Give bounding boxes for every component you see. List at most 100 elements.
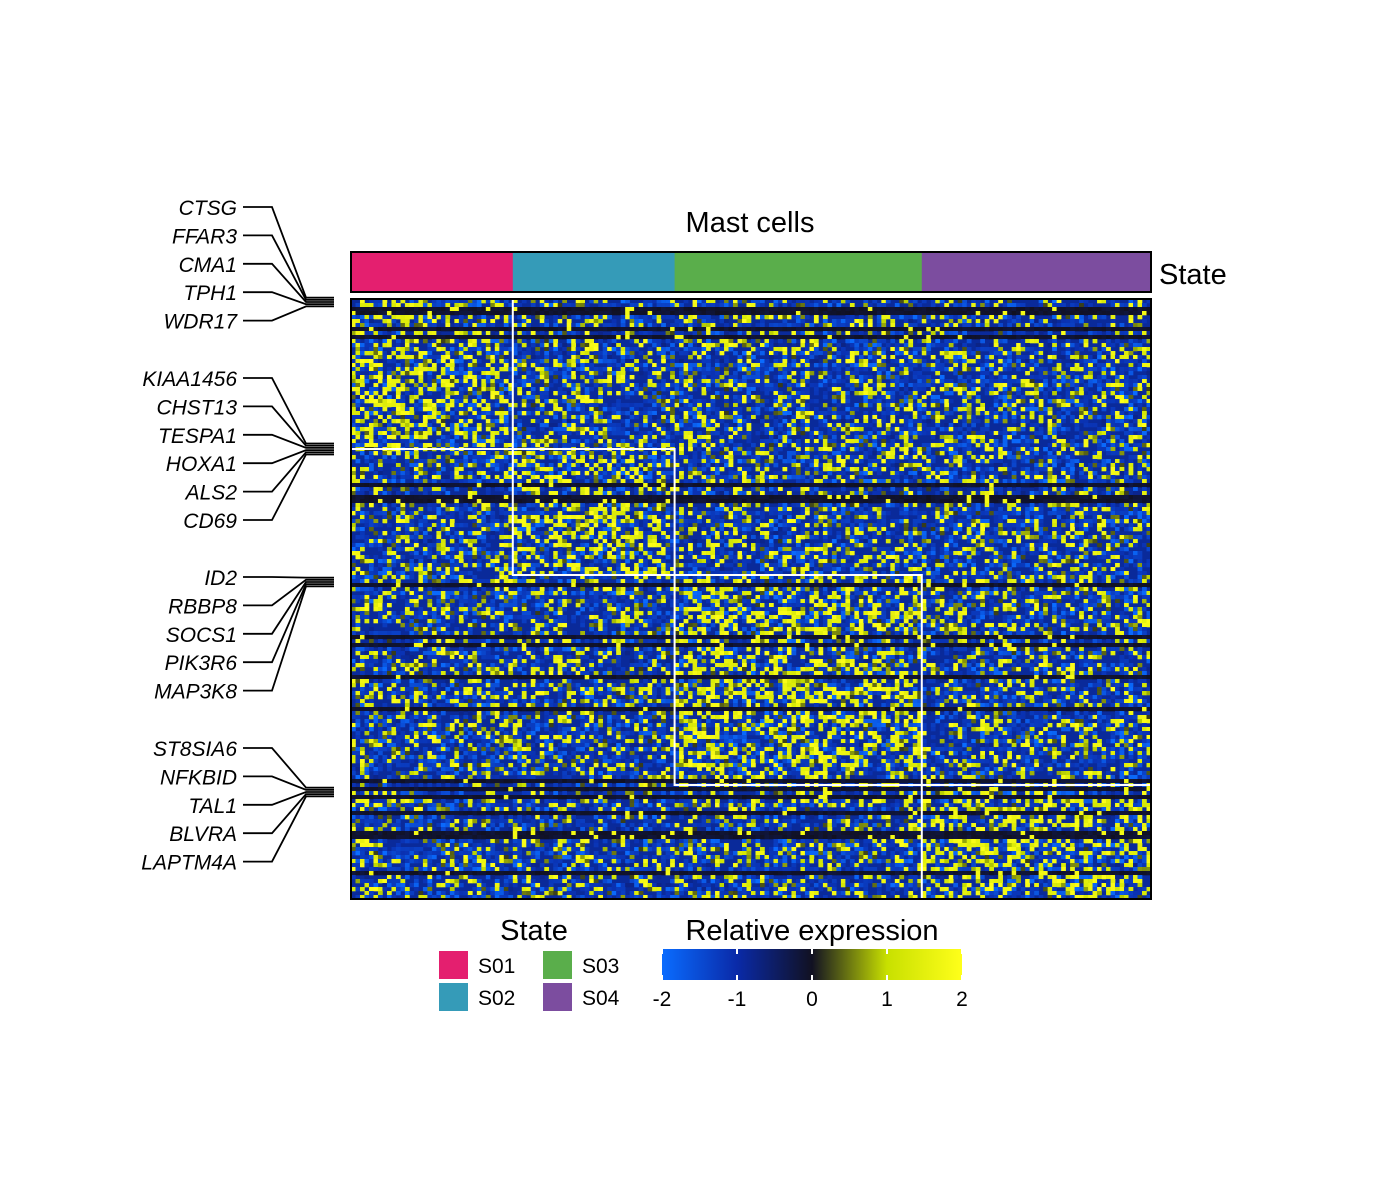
heat-cell <box>1083 415 1089 420</box>
heat-cell <box>858 391 864 396</box>
heat-cell <box>665 443 671 448</box>
heat-cell <box>382 427 388 432</box>
heat-cell <box>656 383 662 388</box>
heat-cell <box>813 439 819 444</box>
heat-cell <box>652 415 657 420</box>
heat-cell <box>1115 307 1120 312</box>
heat-cell <box>427 407 433 412</box>
heat-cell <box>593 367 599 372</box>
heat-cell <box>795 435 801 440</box>
heat-cell <box>831 307 837 312</box>
heat-cell <box>926 419 932 424</box>
heat-cell <box>993 411 999 416</box>
heat-cell <box>701 315 707 320</box>
heat-cell <box>746 359 752 364</box>
heat-cell <box>508 315 514 320</box>
heat-cell <box>1137 323 1143 328</box>
heat-cell <box>1056 375 1062 380</box>
heat-cell <box>724 315 729 320</box>
heat-cell <box>571 351 577 356</box>
heat-cell <box>526 379 532 384</box>
heat-cell <box>512 379 518 384</box>
heat-cell <box>980 371 985 376</box>
heat-cell <box>822 311 828 316</box>
heat-cell <box>1124 303 1129 308</box>
heat-cell <box>854 431 860 436</box>
heat-cell <box>876 371 882 376</box>
heat-cell <box>539 359 545 364</box>
heat-cell <box>791 395 797 400</box>
heat-cell <box>458 347 464 352</box>
heat-cell <box>822 439 828 444</box>
heat-cell <box>1101 371 1107 376</box>
heat-cell <box>1029 379 1035 384</box>
heat-cell <box>831 451 837 456</box>
heat-cell <box>903 431 909 436</box>
heat-cell <box>1083 355 1089 360</box>
heat-cell <box>395 443 401 448</box>
heat-cell <box>557 427 563 432</box>
heat-cell <box>409 367 415 372</box>
heat-cell <box>890 395 896 400</box>
heat-cell <box>625 331 630 336</box>
heat-cell <box>944 303 950 308</box>
heat-cell <box>503 335 509 340</box>
heat-cell <box>993 371 999 376</box>
heat-cell <box>706 383 711 388</box>
heat-cell <box>1142 439 1147 444</box>
heat-cell <box>526 367 532 372</box>
heat-cell <box>530 311 536 316</box>
heat-cell <box>1052 335 1057 340</box>
heat-cell <box>728 435 734 440</box>
heat-cell <box>386 319 392 324</box>
heat-cell <box>485 355 491 360</box>
heat-cell <box>665 387 671 392</box>
heat-cell <box>1146 435 1152 440</box>
heat-cell <box>782 371 788 376</box>
heat-cell <box>777 367 783 372</box>
heat-cell <box>1052 303 1057 308</box>
heat-cell <box>499 343 505 348</box>
heat-cell <box>688 339 693 344</box>
heat-cell <box>382 439 388 444</box>
heat-cell <box>989 431 994 436</box>
heat-cell <box>355 343 361 348</box>
heat-cell <box>472 327 478 332</box>
heat-cell <box>998 431 1003 436</box>
heat-cell <box>1115 383 1120 388</box>
heat-cell <box>571 315 577 320</box>
heat-cell <box>688 419 693 424</box>
heat-cell <box>485 427 491 432</box>
heat-cell <box>472 307 478 312</box>
heat-cell <box>957 435 963 440</box>
heat-cell <box>593 347 599 352</box>
heat-cell <box>1002 411 1008 416</box>
heat-cell <box>517 307 523 312</box>
heat-cell <box>530 423 536 428</box>
heat-cell <box>607 419 612 424</box>
heat-cell <box>935 299 941 304</box>
heat-cell <box>831 327 837 332</box>
heat-cell <box>359 335 365 340</box>
heat-cell <box>908 319 914 324</box>
heat-cell <box>800 339 806 344</box>
heat-cell <box>674 323 680 328</box>
heat-cell <box>1002 367 1008 372</box>
heat-cell <box>377 379 383 384</box>
heat-cell <box>611 443 617 448</box>
heat-cell <box>966 307 972 312</box>
heat-cell <box>647 399 653 404</box>
heat-cell <box>355 395 361 400</box>
heat-cell <box>418 403 424 408</box>
heat-cell <box>724 319 729 324</box>
heat-cell <box>845 399 851 404</box>
heat-cell <box>1061 407 1066 412</box>
heat-cell <box>616 399 621 404</box>
heat-cell <box>845 371 851 376</box>
heat-cell <box>395 331 401 336</box>
heat-cell <box>885 315 891 320</box>
heat-cell <box>998 367 1003 372</box>
heat-cell <box>422 423 428 428</box>
heat-cell <box>939 331 945 336</box>
heat-cell <box>530 339 536 344</box>
